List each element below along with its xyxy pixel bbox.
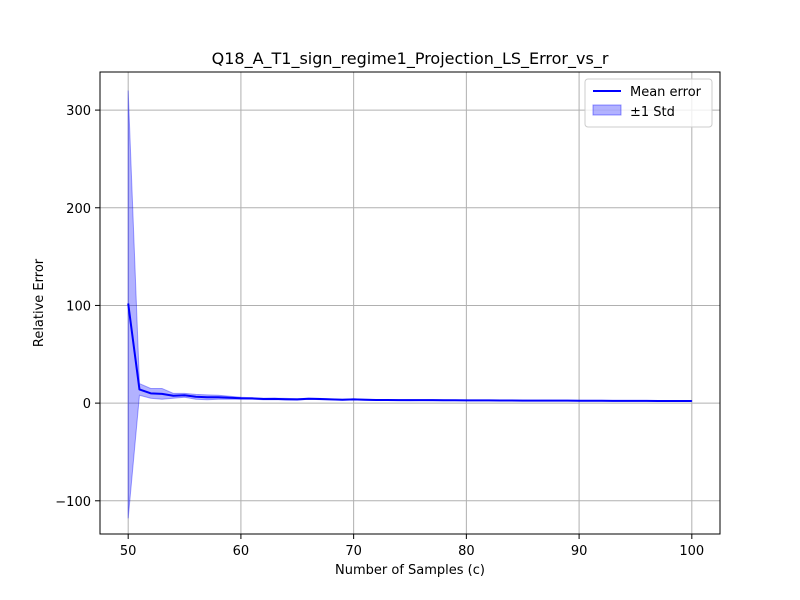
y-axis-label: Relative Error [32,258,47,347]
plot-area [100,72,720,534]
x-axis-ticks: 50 60 70 80 90 100 [120,534,704,559]
x-tick-label: 100 [679,544,704,559]
x-tick-label: 50 [120,544,137,559]
y-tick-label: −100 [55,495,91,510]
y-axis-ticks: −100 0 100 200 300 [55,104,100,510]
legend-mean-error-label: Mean error [630,85,702,100]
x-tick-label: 80 [458,544,475,559]
plot-frame [99,71,721,535]
y-tick-label: 0 [83,397,91,412]
y-tick-label: 300 [66,104,91,119]
x-tick-label: 90 [571,544,588,559]
mean-line-layer [127,303,692,402]
x-axis-label: Number of Samples (c) [335,563,485,578]
legend-std-swatch [592,104,622,116]
x-tick-label: 70 [345,544,362,559]
chart-title: Q18_A_T1_sign_regime1_Projection_LS_Erro… [212,49,609,69]
y-tick-label: 200 [66,202,91,217]
legend: Mean error ±1 Std [584,78,713,128]
x-tick-label: 60 [233,544,250,559]
mean-error-line [127,303,692,402]
legend-std-label: ±1 Std [630,105,675,120]
y-tick-label: 100 [66,299,91,314]
